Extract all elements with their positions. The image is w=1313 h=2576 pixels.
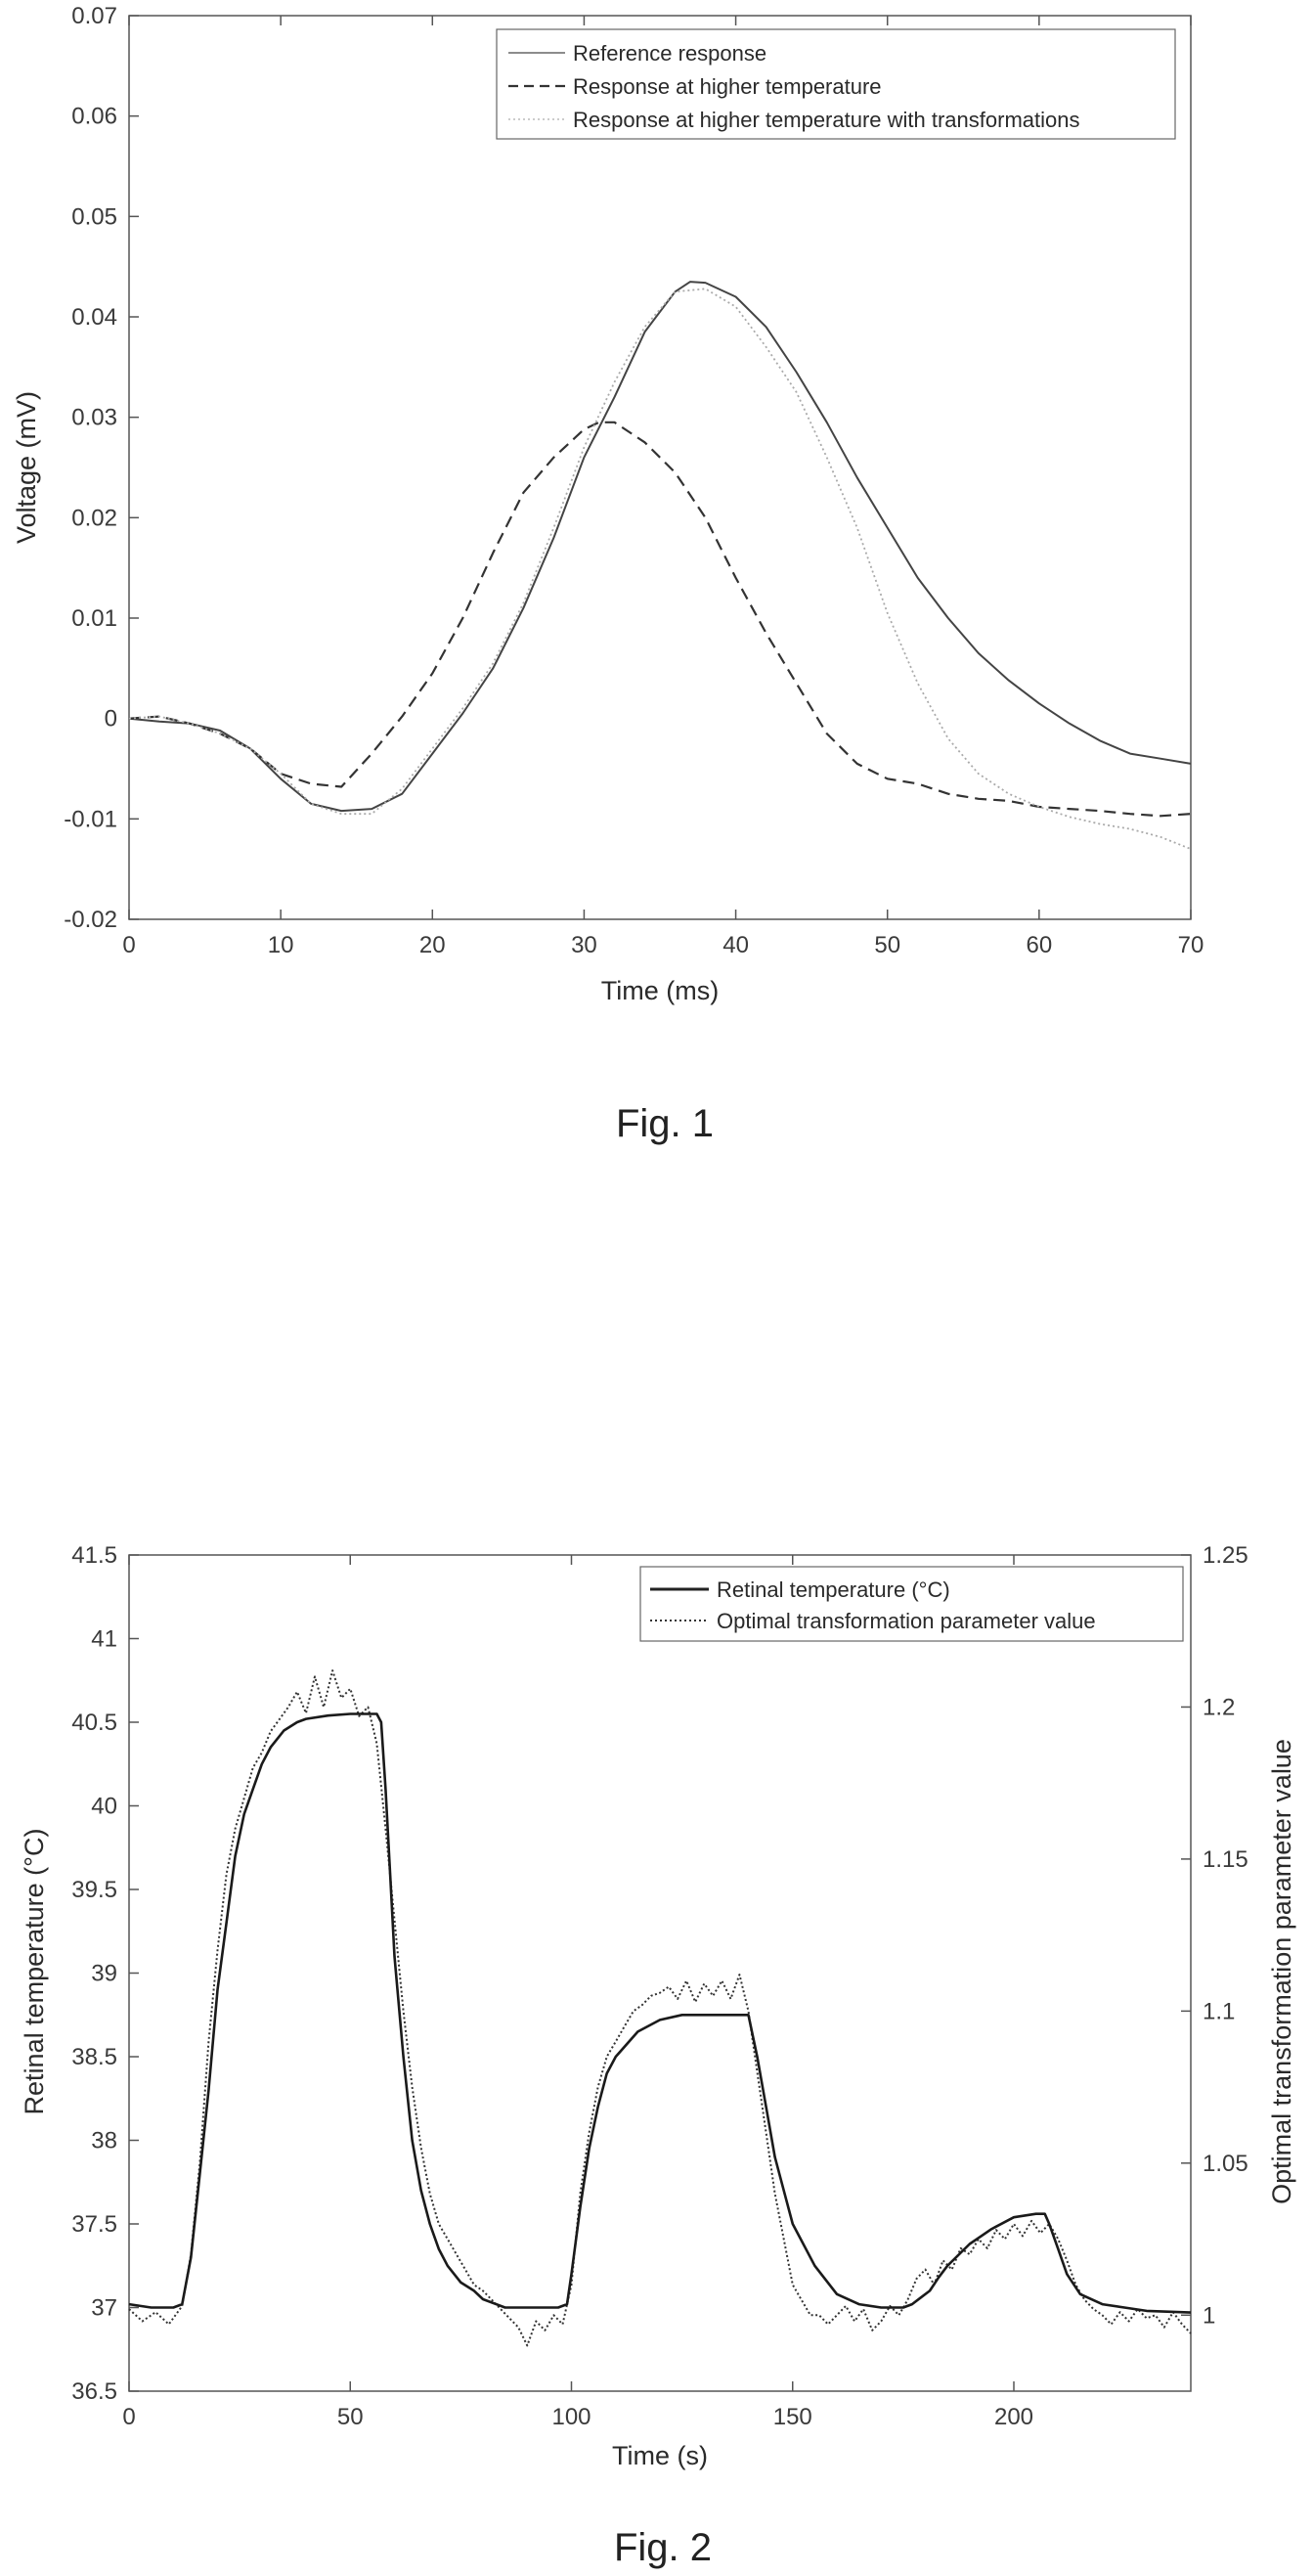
- fig2-y2-tick-label: 1.1: [1203, 1998, 1235, 2024]
- fig2-caption: Fig. 2: [614, 2526, 712, 2569]
- fig2-series: [128, 1669, 1192, 2347]
- fig2-x-ticks: 0 50 100 150 200: [122, 1555, 1033, 2430]
- fig1-x-tick-label: 40: [722, 932, 749, 958]
- fig1-legend-box: [496, 28, 1176, 140]
- fig1-y-tick-label: -0.02: [64, 907, 117, 933]
- fig2-y-ticks: 36.5 37 37.5 38 38.5 39 39.5 40 40.5 41 41.5: [71, 1542, 139, 2405]
- fig1-y-tick-label: 0.06: [71, 104, 117, 130]
- fig1-y-tick-label: 0.01: [71, 605, 117, 632]
- fig2-y-tick-label: 41.5: [71, 1542, 117, 1569]
- fig2-series-parameter-line: [128, 1669, 1192, 2347]
- fig1-legend-label-reference: Reference response: [573, 41, 766, 66]
- fig2-y-tick-label: 40.5: [71, 1710, 117, 1736]
- fig2-y2-ticks: 1 1.05 1.1 1.15 1.2 1.25: [1181, 1542, 1248, 2329]
- fig1-x-tick-label: 30: [571, 932, 597, 958]
- fig1-series-higher-temp-line: [128, 421, 1192, 818]
- fig1-y-tick-label: -0.01: [64, 806, 117, 832]
- fig1-y-axis-label: Voltage (mV): [12, 391, 41, 544]
- fig2-y-tick-label: 37: [91, 2295, 117, 2322]
- fig1-legend-label-higher-temp: Response at higher temperature: [573, 74, 882, 99]
- fig1-legend: Reference response Response at higher te…: [496, 28, 1176, 140]
- fig1-caption: Fig. 1: [616, 1102, 714, 1145]
- fig2-y-tick-label: 39.5: [71, 1877, 117, 1903]
- fig2-y-tick-label: 36.5: [71, 2378, 117, 2405]
- fig2-y2-tick-label: 1.05: [1203, 2151, 1248, 2177]
- fig2-x-axis-label: Time (s): [612, 2441, 708, 2470]
- fig1-y-tick-label: 0.05: [71, 203, 117, 230]
- fig2-x-tick-label: 200: [994, 2404, 1033, 2430]
- fig1-y-tick-label: 0.04: [71, 304, 117, 331]
- fig2-y-tick-label: 41: [91, 1626, 117, 1653]
- fig1-series-reference-line: [128, 281, 1192, 813]
- fig2-y2-axis-label: Optimal transformation parameter value: [1267, 1739, 1296, 2204]
- fig2-x-tick-label: 50: [337, 2404, 364, 2430]
- figure-2: 0 50 100 150 200 36.5 37 37.5 38 38.5 39 39.5 40 40.…: [20, 1542, 1296, 2569]
- fig1-x-tick-label: 0: [122, 932, 135, 958]
- fig2-y2-tick-label: 1.15: [1203, 1846, 1248, 1873]
- figure-1: 0 10 20 30 40 50 60 70 -0.02-0.0100.010.020.030…: [12, 3, 1204, 1145]
- fig1-x-tick-label: 20: [419, 932, 446, 958]
- fig2-y2-tick-label: 1.25: [1203, 1542, 1248, 1569]
- fig2-y-tick-label: 37.5: [71, 2211, 117, 2238]
- fig2-y-tick-label: 38.5: [71, 2044, 117, 2070]
- fig1-plot-frame: [128, 15, 1192, 920]
- fig1-y-tick-label: 0: [105, 706, 117, 733]
- fig1-y-tick-label: 0.07: [71, 3, 117, 29]
- fig2-y2-tick-label: 1: [1203, 2302, 1215, 2329]
- fig2-x-tick-label: 150: [773, 2404, 812, 2430]
- fig1-y-ticks: -0.02 -0.01 0 0.01 0.02 0.03 0.04 0.05 0.06 0.07: [64, 3, 139, 933]
- fig1-x-tick-label: 50: [874, 932, 900, 958]
- fig2-x-tick-label: 0: [122, 2404, 135, 2430]
- fig2-legend-label-temperature: Retinal temperature (°C): [717, 1577, 950, 1602]
- fig2-legend-label-parameter: Optimal transformation parameter value: [717, 1609, 1096, 1633]
- fig2-y-tick-label: 38: [91, 2128, 117, 2154]
- fig2-y-tick-label: 39: [91, 1961, 117, 1987]
- fig1-series-transformed-line: [128, 288, 1192, 850]
- fig2-y-tick-label: 40: [91, 1794, 117, 1820]
- fig1-x-tick-label: 70: [1178, 932, 1204, 958]
- fig1-legend-label-transformed: Response at higher temperature with tran…: [573, 108, 1079, 132]
- fig2-plot-frame: [128, 1554, 1192, 2392]
- fig1-x-ticks: 0 10 20 30 40 50 60 70: [122, 16, 1204, 958]
- fig2-series-temperature-line: [128, 1712, 1192, 2314]
- fig1-series: [128, 281, 1192, 850]
- fig1-x-tick-label: 10: [268, 932, 294, 958]
- fig1-y-tick-label: 0.03: [71, 405, 117, 431]
- fig1-x-axis-label: Time (ms): [601, 976, 719, 1005]
- fig2-legend: Retinal temperature (°C) Optimal transfo…: [639, 1566, 1184, 1642]
- fig1-y-tick-label: 0.02: [71, 505, 117, 531]
- fig2-x-tick-label: 100: [551, 2404, 591, 2430]
- fig2-y2-tick-label: 1.2: [1203, 1694, 1235, 1720]
- fig2-y-axis-label: Retinal temperature (°C): [20, 1829, 49, 2115]
- fig1-x-tick-label: 60: [1027, 932, 1053, 958]
- fig2-legend-box: [639, 1566, 1184, 1642]
